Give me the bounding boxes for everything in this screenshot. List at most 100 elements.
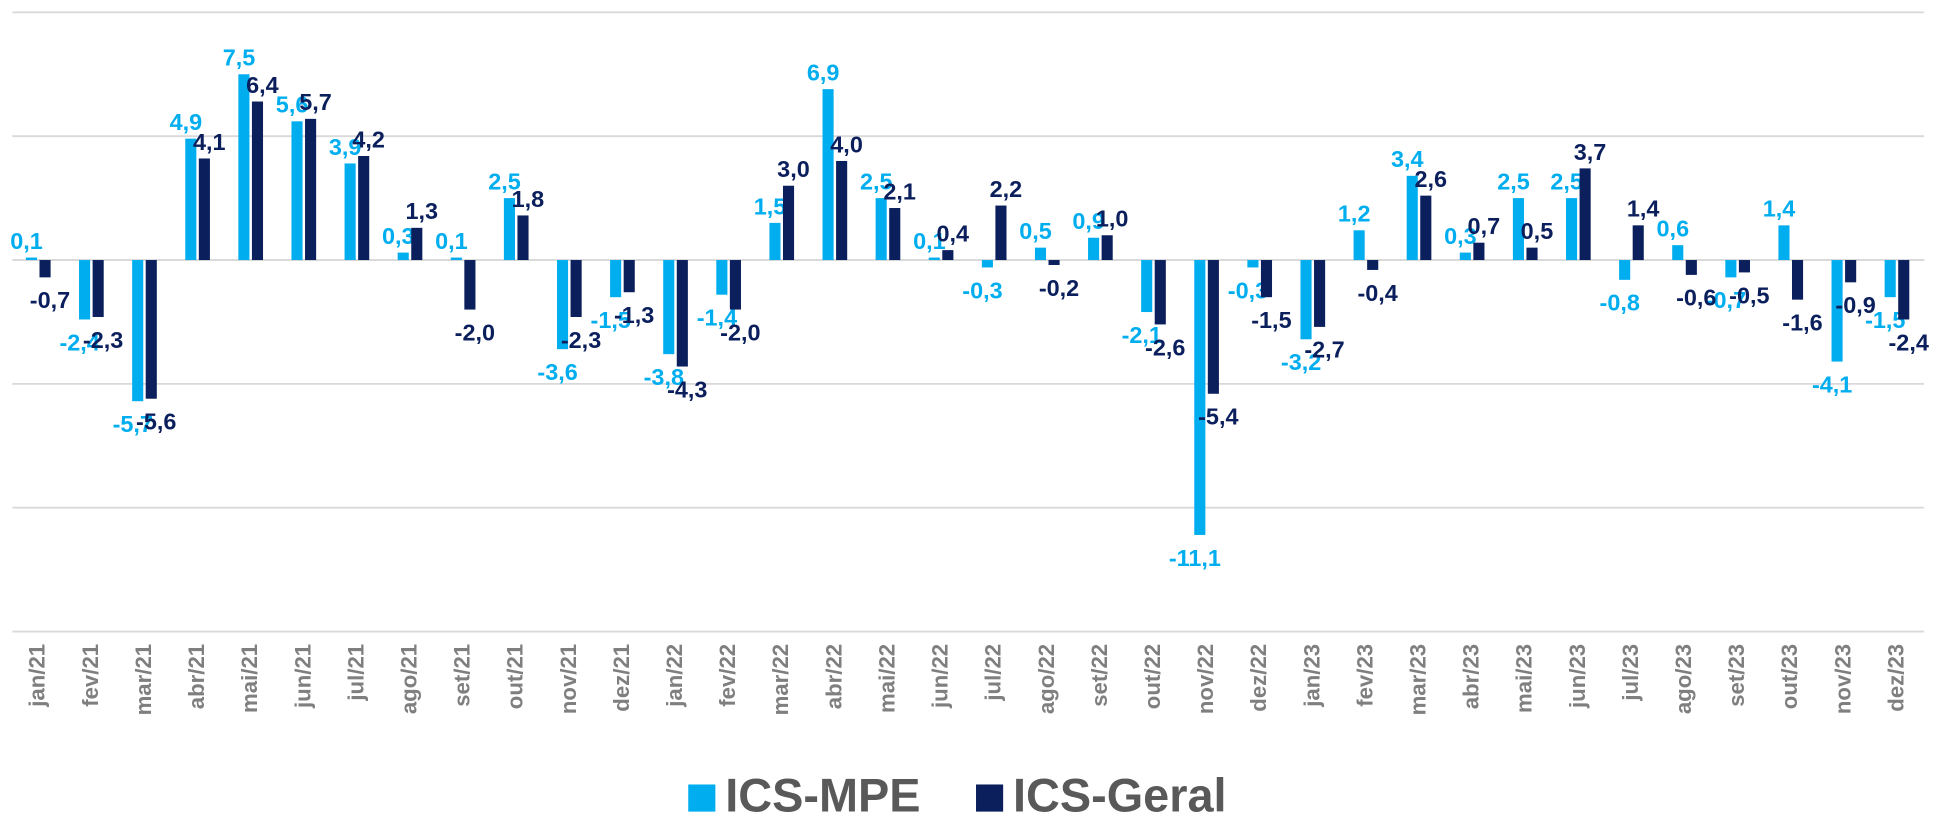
bar (1353, 230, 1365, 261)
x-tick-label: jun/22 (928, 644, 953, 709)
data-label: 5,7 (299, 89, 332, 115)
data-label: -5,4 (1198, 404, 1238, 430)
data-label: 0,6 (1657, 216, 1690, 242)
bar (1207, 260, 1219, 394)
bar (729, 260, 741, 310)
data-label: 0,3 (1444, 223, 1477, 249)
x-tick-label: jun/23 (1565, 644, 1590, 709)
bar (411, 227, 423, 261)
data-label: -0,7 (30, 287, 70, 313)
bar (1459, 252, 1471, 261)
data-label: -5,7 (113, 411, 153, 437)
data-label: -0,8 (1600, 290, 1640, 316)
bar (1154, 260, 1166, 325)
bar (1194, 260, 1206, 535)
x-tick-label: mai/21 (237, 644, 262, 713)
data-label: -5,6 (136, 409, 176, 435)
bar (1048, 260, 1060, 265)
bar (450, 257, 462, 261)
x-tick-label: abr/23 (1459, 644, 1484, 709)
data-label: 2,1 (883, 178, 916, 204)
bar (716, 260, 728, 295)
data-label: 1,3 (405, 198, 438, 224)
data-label: 0,5 (1521, 218, 1554, 244)
bar (676, 260, 688, 367)
data-label: -2,1 (1122, 322, 1162, 348)
data-label: 1,4 (1627, 196, 1660, 222)
legend-label: ICS-Geral (1013, 770, 1227, 822)
data-label: 0,1 (435, 228, 468, 254)
data-label: -0,4 (1357, 280, 1397, 306)
bar (1034, 247, 1047, 261)
data-label: 2,5 (488, 168, 521, 194)
bar (1685, 260, 1697, 275)
x-tick-label: set/23 (1724, 644, 1749, 707)
bar (92, 260, 104, 317)
data-label: 0,7 (1468, 213, 1501, 239)
x-tick-label: set/21 (450, 644, 475, 707)
bar (769, 222, 781, 261)
legend-label: ICS-MPE (725, 770, 920, 822)
bar (291, 121, 303, 261)
x-tick-label: set/22 (1087, 644, 1112, 707)
x-tick-label: out/23 (1777, 644, 1802, 709)
x-tick-label: jan/21 (25, 644, 50, 708)
bar (397, 252, 409, 261)
x-tick-label: abr/22 (821, 644, 846, 709)
x-tick-label: mar/23 (1405, 644, 1430, 716)
bar (1260, 260, 1273, 298)
bar (1672, 245, 1684, 261)
bar (1845, 260, 1857, 283)
data-label: -2,4 (59, 329, 99, 355)
bar (875, 198, 887, 261)
bar (25, 257, 38, 261)
data-label: -0,6 (1676, 285, 1716, 311)
data-label: 0,3 (382, 223, 415, 249)
data-label: -2,0 (720, 319, 760, 345)
bar (464, 260, 476, 310)
bar (1884, 260, 1896, 298)
data-label: -1,3 (614, 302, 654, 328)
data-label: 4,0 (830, 131, 863, 157)
bar (1512, 198, 1524, 261)
bar (344, 163, 356, 261)
data-label: -2,3 (561, 327, 601, 353)
bar (1565, 198, 1578, 261)
bar (1738, 260, 1750, 273)
x-tick-label: jul/22 (981, 644, 1006, 702)
data-label: -3,2 (1281, 349, 1321, 375)
data-label: 3,9 (329, 134, 362, 160)
data-label: 3,4 (1391, 146, 1424, 172)
x-tick-label: nov/22 (1193, 644, 1218, 714)
bar (1632, 225, 1644, 261)
x-tick-label: nov/23 (1830, 644, 1855, 714)
x-tick-label: ago/21 (396, 644, 421, 714)
bar (889, 208, 901, 261)
data-label: 0,5 (1019, 218, 1052, 244)
x-tick-label: dez/22 (1246, 644, 1271, 712)
bar (132, 260, 144, 402)
data-label: -1,5 (1251, 307, 1291, 333)
x-tick-label: out/21 (503, 644, 528, 709)
bar (1791, 260, 1804, 300)
bar (185, 138, 197, 261)
bar (251, 101, 264, 261)
x-tick-label: fev/23 (1352, 644, 1377, 707)
data-label: -11,1 (1169, 545, 1221, 571)
data-label: 5,6 (276, 92, 309, 118)
bar (1300, 260, 1312, 340)
bar (1088, 237, 1100, 261)
data-label: 4,1 (193, 129, 226, 155)
data-label: 1,5 (754, 193, 787, 219)
bar (79, 260, 91, 320)
x-tick-label: mai/23 (1512, 644, 1537, 713)
data-label: -0,5 (1729, 282, 1769, 308)
x-tick-label: jul/21 (343, 644, 368, 702)
data-label: 0,1 (913, 228, 946, 254)
bar (1420, 195, 1432, 261)
bar (1141, 260, 1153, 313)
x-tick-label: fev/21 (78, 644, 103, 707)
bar (995, 205, 1007, 261)
x-tick-label: ago/23 (1671, 644, 1696, 714)
